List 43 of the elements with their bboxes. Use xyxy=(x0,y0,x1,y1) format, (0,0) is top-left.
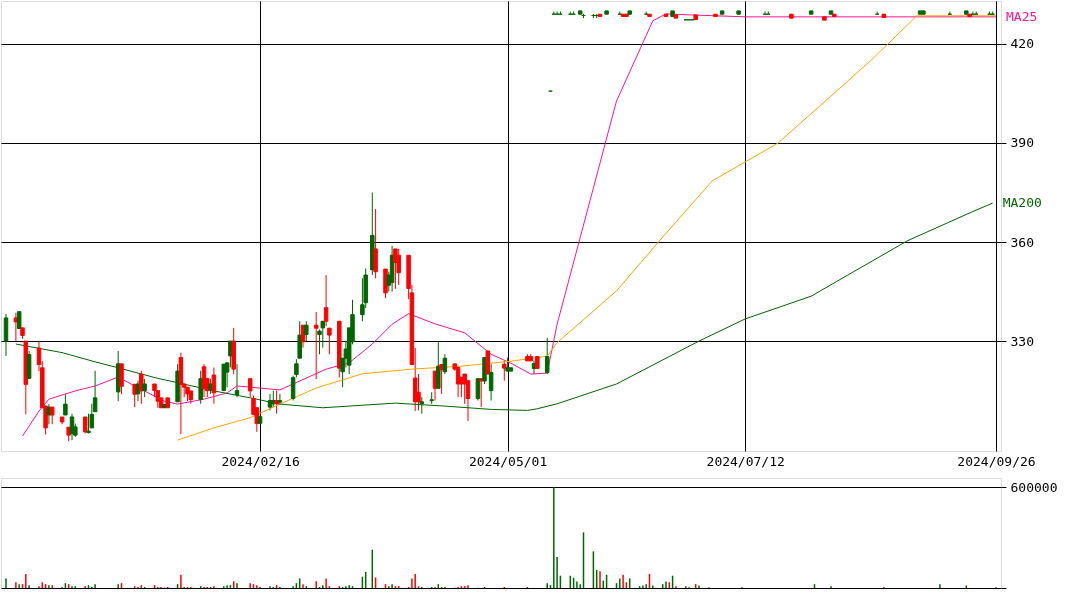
candlestick xyxy=(502,360,507,382)
candlestick xyxy=(294,358,299,378)
y-tick-label: 390 xyxy=(1010,135,1034,151)
candlestick xyxy=(119,363,124,395)
candlestick xyxy=(373,208,378,279)
candlestick xyxy=(393,248,398,290)
x-tick-label: 2024/09/26 xyxy=(957,453,1036,469)
candlestick xyxy=(247,378,253,398)
candlestick xyxy=(297,320,302,359)
candlestick xyxy=(323,274,329,327)
x-tick-label: 2024/02/16 xyxy=(221,453,300,469)
candlestick xyxy=(317,329,322,355)
candlestick xyxy=(383,268,388,299)
y-tick-label: 600000 xyxy=(1010,479,1058,495)
candlestick xyxy=(234,363,240,398)
candlestick xyxy=(139,370,144,405)
series-label: MA200 xyxy=(1002,195,1042,211)
candlestick xyxy=(485,350,491,375)
candlestick xyxy=(3,313,9,357)
candlestick xyxy=(26,350,32,379)
y-tick-label: 420 xyxy=(1010,36,1034,52)
y-tick-label: 360 xyxy=(1010,234,1034,250)
candlestick xyxy=(327,327,332,355)
y-tick-label: 330 xyxy=(1010,333,1034,349)
x-tick-label: 2024/05/01 xyxy=(468,453,548,469)
candlestick xyxy=(396,248,401,286)
candlestick xyxy=(544,337,550,375)
candlestick xyxy=(488,363,494,401)
candlestick xyxy=(92,370,98,413)
x-tick-label: 2024/07/12 xyxy=(706,453,785,469)
line-series xyxy=(177,15,997,441)
candlestick xyxy=(63,393,68,416)
series-label: MA25 xyxy=(1006,8,1038,24)
candlestick xyxy=(436,341,441,389)
candlestick xyxy=(277,393,283,405)
candlestick xyxy=(304,320,309,342)
candlestick xyxy=(416,373,421,411)
candlestick xyxy=(198,370,203,405)
candlestick xyxy=(290,375,296,401)
candlestick xyxy=(132,383,137,408)
candlestick xyxy=(142,378,147,398)
candlestick xyxy=(320,320,326,349)
line-series xyxy=(15,202,994,411)
